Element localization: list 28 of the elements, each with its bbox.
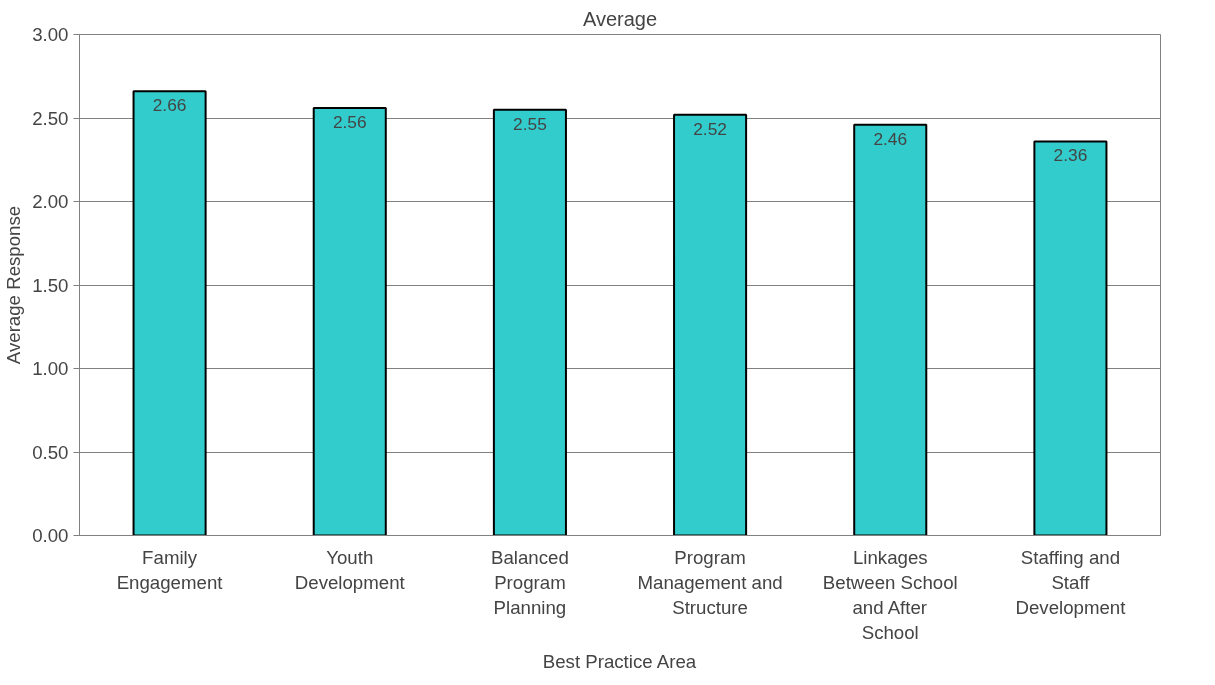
chart-title: Average [582, 7, 658, 30]
data-label: 2.56 [332, 111, 367, 132]
x-tick-label: Youth Development [294, 546, 406, 593]
x-tick-label: Balanced Program Planning [491, 546, 569, 618]
y-tick-label: 2.00 [32, 191, 69, 212]
data-label: 2.46 [873, 128, 908, 149]
x-tick-label: Program Management and Structure [637, 546, 783, 618]
y-tick-label: 1.00 [32, 358, 69, 379]
bar [492, 108, 567, 536]
data-label: 2.66 [152, 95, 187, 116]
data-label: 2.55 [513, 113, 547, 134]
data-label: 2.52 [693, 118, 727, 139]
data-label: 2.36 [1053, 145, 1088, 166]
x-tick-label: Staffing and Staff Development [1015, 546, 1127, 618]
bar [673, 113, 748, 536]
bar [1033, 140, 1108, 536]
y-axis-title: Average Response [3, 205, 25, 365]
bar [132, 90, 207, 536]
x-tick-label: Family Engagement [116, 546, 224, 593]
y-tick-label: 2.50 [32, 107, 69, 129]
y-tick-label: 0.00 [32, 525, 69, 546]
x-tick-label: Linkages Between School and After School [822, 546, 958, 644]
y-tick-label: 1.50 [32, 274, 69, 296]
y-tick-label: 3.00 [32, 24, 69, 45]
x-axis-title: Best Practice Area [542, 651, 697, 673]
y-tick-label: 0.50 [32, 441, 69, 463]
bar [312, 106, 387, 536]
bar [853, 123, 928, 536]
